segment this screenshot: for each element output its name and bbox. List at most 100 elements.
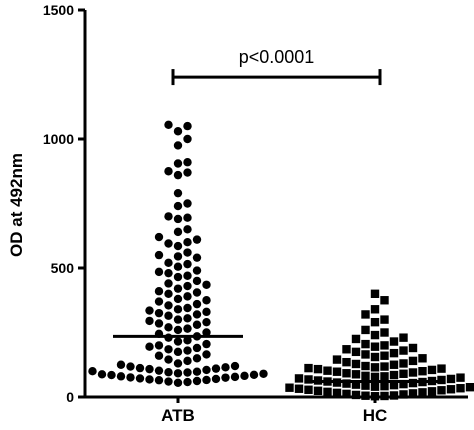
data-point-circle (173, 170, 183, 180)
data-point-square (389, 348, 399, 358)
data-point-square (418, 367, 427, 376)
data-point-circle (221, 363, 230, 372)
data-point-square (361, 391, 370, 400)
data-point-circle (183, 238, 192, 247)
data-points (88, 120, 474, 401)
data-point-square (446, 385, 456, 394)
data-point-square (370, 382, 380, 391)
data-point-square (342, 357, 351, 367)
data-point-circle (154, 232, 164, 242)
data-point-square (370, 352, 380, 362)
data-point-square (389, 391, 399, 400)
data-point-circle (154, 319, 164, 328)
data-point-square (408, 389, 418, 398)
data-point-circle (202, 375, 211, 385)
data-point-circle (145, 306, 154, 315)
data-point-circle (202, 365, 211, 375)
data-point-square (361, 310, 370, 319)
data-point-circle (164, 167, 173, 176)
data-point-circle (202, 317, 211, 327)
data-point-square (389, 360, 399, 369)
data-point-circle (211, 364, 221, 373)
data-point-square (351, 359, 361, 369)
data-point-circle (221, 373, 230, 382)
data-point-circle (145, 364, 154, 374)
data-point-square (437, 375, 446, 385)
data-point-circle (154, 308, 164, 318)
data-point-circle (183, 199, 192, 208)
data-point-circle (107, 370, 116, 380)
data-point-square (389, 380, 399, 390)
data-point-circle (173, 369, 183, 378)
data-point-square (437, 364, 446, 373)
data-point-circle (145, 342, 154, 351)
data-point-square (399, 390, 408, 399)
data-point-circle (164, 258, 173, 268)
data-point-circle (183, 259, 192, 269)
data-point-square (399, 379, 408, 389)
data-point-circle (202, 328, 211, 337)
data-point-circle (135, 363, 145, 373)
p-value-annotation: p<0.0001 (239, 47, 315, 67)
data-point-square (380, 328, 389, 337)
data-point-circle (154, 250, 164, 260)
data-point-circle (135, 374, 145, 383)
data-point-circle (173, 315, 183, 324)
data-point-circle (154, 376, 164, 385)
data-point-square (342, 369, 351, 378)
data-point-circle (164, 301, 173, 310)
data-point-circle (202, 339, 211, 349)
data-point-square (399, 346, 408, 355)
data-point-square (446, 374, 456, 384)
data-point-circle (173, 214, 183, 224)
data-point-circle (249, 370, 259, 380)
data-point-square (351, 380, 361, 389)
data-point-circle (154, 297, 164, 306)
y-ticks: 0 500 1000 1500 (43, 2, 85, 405)
data-point-square (408, 378, 418, 388)
data-point-circle (183, 314, 192, 323)
data-point-square (408, 356, 418, 366)
data-point-circle (183, 368, 192, 377)
data-point-circle (183, 271, 192, 280)
data-point-circle (192, 299, 202, 309)
data-point-square (456, 373, 465, 382)
data-point-circle (164, 345, 173, 354)
data-point-square (323, 366, 332, 375)
data-point-circle (230, 361, 240, 371)
data-point-square (427, 365, 437, 375)
data-point-circle (173, 159, 183, 168)
data-point-square (370, 372, 380, 382)
data-point-circle (173, 252, 183, 261)
data-point-square (313, 364, 323, 374)
data-point-circle (211, 374, 221, 384)
data-point-circle (202, 296, 211, 305)
data-point-circle (164, 368, 173, 377)
data-point-circle (259, 369, 268, 378)
data-point-circle (173, 201, 183, 211)
y-tick-label: 1000 (43, 131, 74, 147)
data-point-circle (192, 235, 202, 244)
data-point-square (380, 296, 389, 305)
y-tick-label: 1500 (43, 2, 74, 18)
data-point-circle (173, 241, 183, 251)
data-point-circle (173, 284, 183, 293)
data-point-circle (164, 355, 173, 364)
data-point-circle (192, 288, 202, 297)
data-point-circle (183, 377, 192, 387)
median-lines (113, 334, 440, 384)
data-point-circle (183, 356, 192, 366)
data-point-square (380, 381, 389, 391)
data-point-square (370, 392, 380, 401)
data-point-circle (192, 310, 202, 319)
data-point-square (342, 389, 351, 399)
data-point-square (399, 359, 408, 368)
data-point-circle (164, 323, 173, 332)
data-point-circle (183, 213, 192, 222)
data-point-circle (154, 287, 164, 296)
data-point-circle (192, 367, 202, 376)
data-point-circle (116, 372, 126, 381)
data-point-square (437, 386, 446, 395)
data-point-circle (164, 120, 173, 130)
